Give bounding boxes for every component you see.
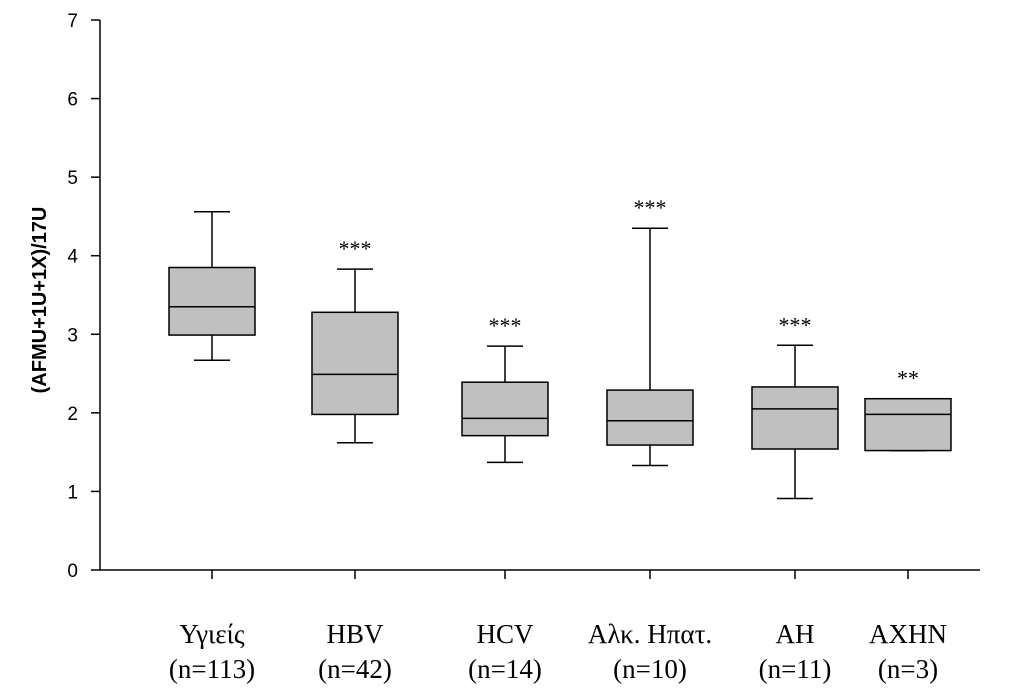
box-plot-item: *** — [311, 236, 399, 444]
significance-label: *** — [634, 195, 667, 220]
significance-label: *** — [489, 313, 522, 338]
y-tick-label: 5 — [67, 168, 78, 189]
category-label: ΑΧΗΝ — [869, 619, 947, 649]
y-axis: 0 1 2 3 4 5 6 7 — [67, 11, 101, 582]
category-label: Αλκ. Ηπατ. — [588, 619, 712, 649]
box-plot-item: *** — [751, 312, 839, 500]
category-label: HBV — [326, 619, 384, 649]
category-count-label: (n=10) — [613, 654, 687, 684]
category-count-label: (n=42) — [318, 654, 392, 684]
y-tick-label: 7 — [67, 11, 78, 32]
box-iqr — [311, 311, 399, 416]
y-tick-label: 2 — [67, 404, 78, 425]
box-iqr — [461, 381, 549, 437]
significance-label: *** — [339, 236, 372, 261]
y-tick-label: 0 — [67, 561, 78, 582]
y-axis-label: (AFMU+1U+1X)/17U — [29, 207, 51, 394]
box-plot-item — [168, 210, 256, 361]
box-plot-item: *** — [461, 313, 549, 464]
category-count-label: (n=3) — [878, 654, 938, 684]
box-iqr — [168, 266, 256, 336]
significance-label: ** — [897, 366, 919, 391]
category-count-label: (n=113) — [169, 654, 255, 684]
category-label: Υγιείς — [179, 619, 245, 649]
category-count-label: (n=11) — [759, 654, 832, 684]
y-tick-label: 6 — [67, 90, 78, 111]
y-tick-label: 4 — [67, 247, 78, 268]
category-count-label: (n=14) — [468, 654, 542, 684]
significance-label: *** — [779, 312, 812, 337]
box-iqr — [606, 389, 694, 446]
box-series: ************** — [168, 195, 952, 500]
box-iqr — [751, 386, 839, 450]
x-axis: Υγιείς (n=113) HBV (n=42) HCV (n=14) Αλκ. Ηπατ… — [100, 569, 980, 684]
box-plot-item: *** — [606, 195, 694, 467]
box-plot-item: ** — [864, 366, 952, 452]
category-label: ΑΗ — [776, 619, 815, 649]
box-iqr — [864, 397, 952, 452]
y-tick-label: 1 — [67, 482, 78, 503]
y-tick-label: 3 — [67, 325, 78, 346]
category-label: HCV — [476, 619, 534, 649]
